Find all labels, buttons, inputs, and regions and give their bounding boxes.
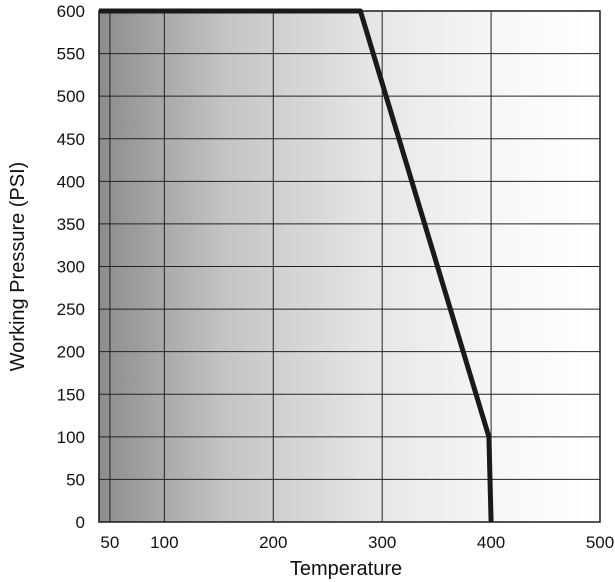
y-tick-label-11: 550	[57, 45, 85, 64]
x-tick-label-1: 100	[150, 533, 178, 552]
y-tick-label-1: 50	[66, 470, 85, 489]
y-tick-label-12: 600	[57, 2, 85, 21]
y-tick-label-4: 200	[57, 343, 85, 362]
y-tick-label-9: 450	[57, 130, 85, 149]
y-tick-label-8: 400	[57, 172, 85, 191]
x-tick-label-5: 500	[586, 533, 614, 552]
x-axis-ticks: 50 100 200 300 400 500	[100, 533, 614, 552]
series-line-0	[99, 8, 494, 523]
y-tick-label-6: 300	[57, 258, 85, 277]
y-tick-label-2: 100	[57, 428, 85, 447]
grid-lines	[99, 10, 601, 523]
y-tick-label-5: 250	[57, 300, 85, 319]
x-tick-label-2: 200	[259, 533, 287, 552]
x-tick-label-4: 400	[477, 533, 505, 552]
x-tick-label-3: 300	[368, 533, 396, 552]
y-tick-label-3: 150	[57, 385, 85, 404]
x-tick-label-0: 50	[100, 533, 119, 552]
y-axis-ticks: 0 50 100 150 200 250 300 350 400 450 500 550 600	[57, 2, 85, 532]
y-tick-label-7: 350	[57, 215, 85, 234]
y-tick-label-0: 0	[76, 513, 85, 532]
x-axis-label: Temperature	[290, 558, 402, 580]
series-layer	[99, 8, 494, 523]
y-tick-label-10: 500	[57, 87, 85, 106]
y-axis-label: Working Pressure (PSI)	[7, 162, 29, 372]
